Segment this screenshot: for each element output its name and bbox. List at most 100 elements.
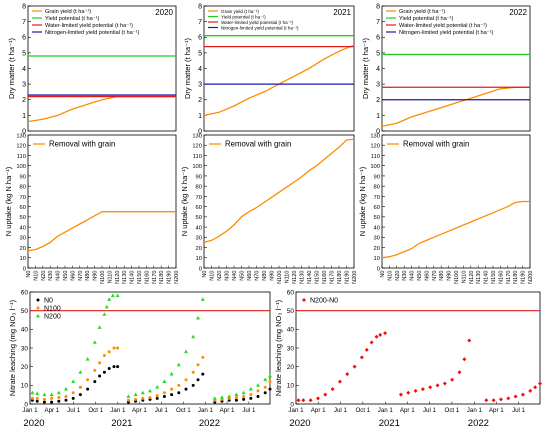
legend-marker-diff <box>302 298 306 302</box>
data-point-n200 <box>176 362 181 367</box>
y-tick-label: 60 <box>196 205 202 211</box>
data-point-n0 <box>191 383 195 387</box>
x-tick-label: Jul 1 <box>67 407 81 414</box>
data-point-diff <box>506 396 511 401</box>
y-axis-label: Nitrate leaching (mg NO₃ l⁻¹) <box>8 299 17 396</box>
x-tick-label: N40 <box>232 271 238 281</box>
year-axis-label: 2022 <box>468 418 489 429</box>
plot-frame <box>381 134 531 269</box>
legend-label-yield_potential: Yield potential (t ha⁻¹) <box>45 16 99 22</box>
x-tick-label: N200 <box>174 271 180 284</box>
year-axis-label: 2021 <box>111 418 132 429</box>
x-tick-label: N50 <box>417 271 423 281</box>
y-tick-label: 70 <box>374 195 380 201</box>
data-point-diff <box>450 377 455 382</box>
data-point-n0 <box>107 367 111 371</box>
data-point-n200 <box>212 396 217 400</box>
panel-nu-2021: 0 10 20 30 40 50 60 70 80 90 100 110 120 130 N uptake … <box>180 133 358 283</box>
data-point-n100 <box>71 391 75 395</box>
data-point-n0 <box>234 398 238 402</box>
x-tick-label: N140 <box>307 271 313 284</box>
x-tick-label: N20 <box>395 271 401 281</box>
data-point-n100 <box>134 397 138 401</box>
x-tick-label: N90 <box>447 271 453 281</box>
legend-marker-n0 <box>36 298 40 302</box>
x-tick-label: N100 <box>277 271 283 284</box>
x-tick-label: N120 <box>292 271 298 284</box>
data-point-n0 <box>78 393 82 397</box>
legend-label-removal: Removal with grain <box>49 140 115 149</box>
y-tick-label: 90 <box>374 174 380 180</box>
y-tick-label: 60 <box>287 289 295 296</box>
x-tick-label: Apr 1 <box>44 407 59 414</box>
y-tick-label: 1 <box>376 113 380 120</box>
data-point-n0 <box>64 398 68 402</box>
x-tick-label: N160 <box>322 271 328 284</box>
data-point-n100 <box>57 395 61 399</box>
data-point-n100 <box>86 378 90 382</box>
x-tick-label: N180 <box>337 271 343 284</box>
data-point-n200 <box>184 349 188 354</box>
legend-label-grain: Grain yield (t ha⁻¹) <box>45 9 91 15</box>
data-point-n100 <box>242 395 246 399</box>
legend-label-removal: Removal with grain <box>225 140 291 149</box>
data-point-diff <box>528 388 533 393</box>
y-axis-label: N uptake (kg N ha⁻¹) <box>180 166 189 236</box>
data-point-n200 <box>85 357 90 361</box>
x-tick-label: N0 <box>202 271 208 278</box>
data-point-n200 <box>56 390 61 395</box>
data-point-diff <box>435 383 440 388</box>
y-tick-label: 40 <box>21 327 29 334</box>
y-tick-label: 4 <box>22 66 26 73</box>
x-tick-label: Jul 1 <box>242 407 256 414</box>
data-point-diff <box>315 396 320 401</box>
x-tick-label: N150 <box>315 271 321 284</box>
data-point-n0 <box>184 387 188 391</box>
y-tick-label: 8 <box>198 3 202 10</box>
data-point-diff <box>513 394 518 399</box>
data-point-diff <box>413 388 418 393</box>
legend-label-diff: N200-N0 <box>310 298 338 305</box>
data-point-n100 <box>35 396 39 400</box>
data-point-n200 <box>227 394 232 398</box>
x-tick-label: Oct 1 <box>176 407 191 414</box>
x-tick-label: N70 <box>255 271 261 281</box>
x-tick-label: N140 <box>484 271 490 284</box>
x-tick-label: N0 <box>26 271 32 278</box>
y-tick-label: 80 <box>20 185 26 191</box>
y-tick-label: 40 <box>196 225 202 231</box>
y-tick-label: 130 <box>370 133 380 139</box>
data-point-n200 <box>200 297 205 301</box>
y-tick-label: 20 <box>21 364 29 371</box>
data-point-n0 <box>242 397 246 401</box>
data-point-n100 <box>93 368 97 372</box>
y-tick-label: 60 <box>21 289 29 296</box>
x-tick-label: N70 <box>432 271 438 281</box>
legend-label-grain: Grain yield (t ha⁻¹) <box>221 9 259 14</box>
data-point-n200 <box>256 383 260 387</box>
x-tick-label: Apr 1 <box>400 407 415 414</box>
x-tick-label: N160 <box>498 271 504 284</box>
data-point-diff <box>484 398 489 403</box>
y-tick-label: 40 <box>287 327 295 334</box>
y-tick-label: 0 <box>199 266 202 272</box>
y-tick-label: 8 <box>22 3 26 10</box>
x-tick-label: N190 <box>345 271 351 284</box>
y-tick-label: 110 <box>193 154 202 160</box>
y-tick-label: 7 <box>198 19 202 26</box>
y-axis-label: Nitrate leaching (mg NO₃ l⁻¹) <box>274 299 283 396</box>
data-point-n200 <box>92 340 97 344</box>
x-tick-label: N80 <box>439 271 445 281</box>
y-tick-label: 5 <box>376 50 380 57</box>
x-tick-label: N90 <box>93 271 99 281</box>
data-point-diff <box>378 332 383 337</box>
x-tick-label: Oct 1 <box>88 407 103 414</box>
data-point-n100 <box>112 346 116 350</box>
y-tick-label: 10 <box>287 383 295 390</box>
data-point-n200 <box>104 304 109 309</box>
y-tick-label: 8 <box>376 3 380 10</box>
data-point-n100 <box>148 395 152 399</box>
y-tick-label: 3 <box>22 82 26 89</box>
data-point-n200 <box>42 392 47 397</box>
